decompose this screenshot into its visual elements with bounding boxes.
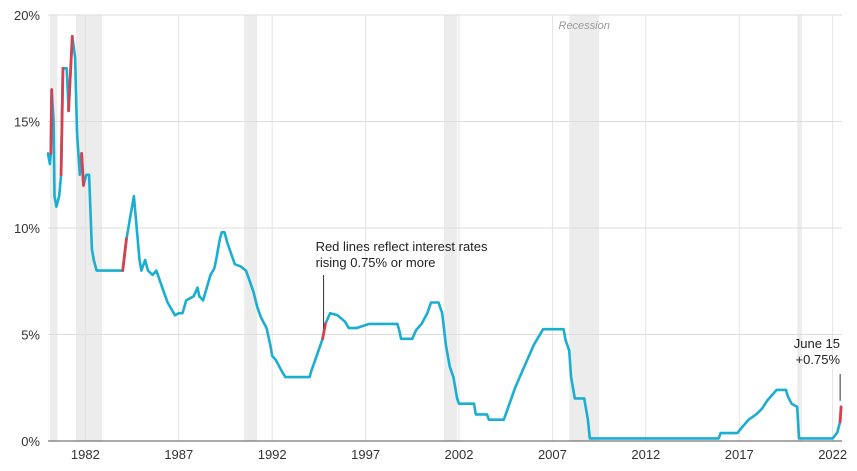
rate-hike-segment [59, 66, 65, 177]
highlight-layer [49, 34, 843, 424]
y-tick-label: 20% [14, 8, 40, 23]
y-tick-label: 15% [14, 115, 40, 130]
x-tick-label: 1982 [71, 447, 100, 462]
gridlines [48, 14, 842, 441]
x-tick-label: 2007 [538, 447, 567, 462]
y-tick-label: 10% [14, 221, 40, 236]
annotation-text-line: Red lines reflect interest rates [316, 239, 488, 254]
recession-label: Recession [559, 20, 610, 32]
y-tick-label: 0% [21, 434, 40, 449]
x-tick-label: 2017 [725, 447, 754, 462]
y-tick-label: 5% [21, 328, 40, 343]
x-tick-label: 1992 [258, 447, 287, 462]
annotation-text-line: June 15 [794, 336, 840, 351]
series-line [46, 35, 843, 440]
x-tick-label: 2022 [818, 447, 847, 462]
annotation-text-line: +0.75% [796, 352, 841, 367]
x-tick-label: 1987 [164, 447, 193, 462]
axes: 0% 5% 10% 15% 20% 1982 1987 1992 1997 2002 2007 201… [14, 8, 847, 462]
rate-hike-segment [80, 152, 85, 187]
x-tick-label: 2012 [631, 447, 660, 462]
x-tick-label: 2002 [445, 447, 474, 462]
rate-hike-segment [67, 34, 74, 113]
x-tick-label: 1997 [351, 447, 380, 462]
annotation-text-line: rising 0.75% or more [316, 255, 436, 270]
rate-hike-segment [49, 88, 54, 155]
series-layer [46, 35, 843, 440]
rate-hike-segment [321, 322, 327, 341]
rate-hike-segment [121, 237, 128, 273]
rate-hike-segment [838, 405, 843, 424]
